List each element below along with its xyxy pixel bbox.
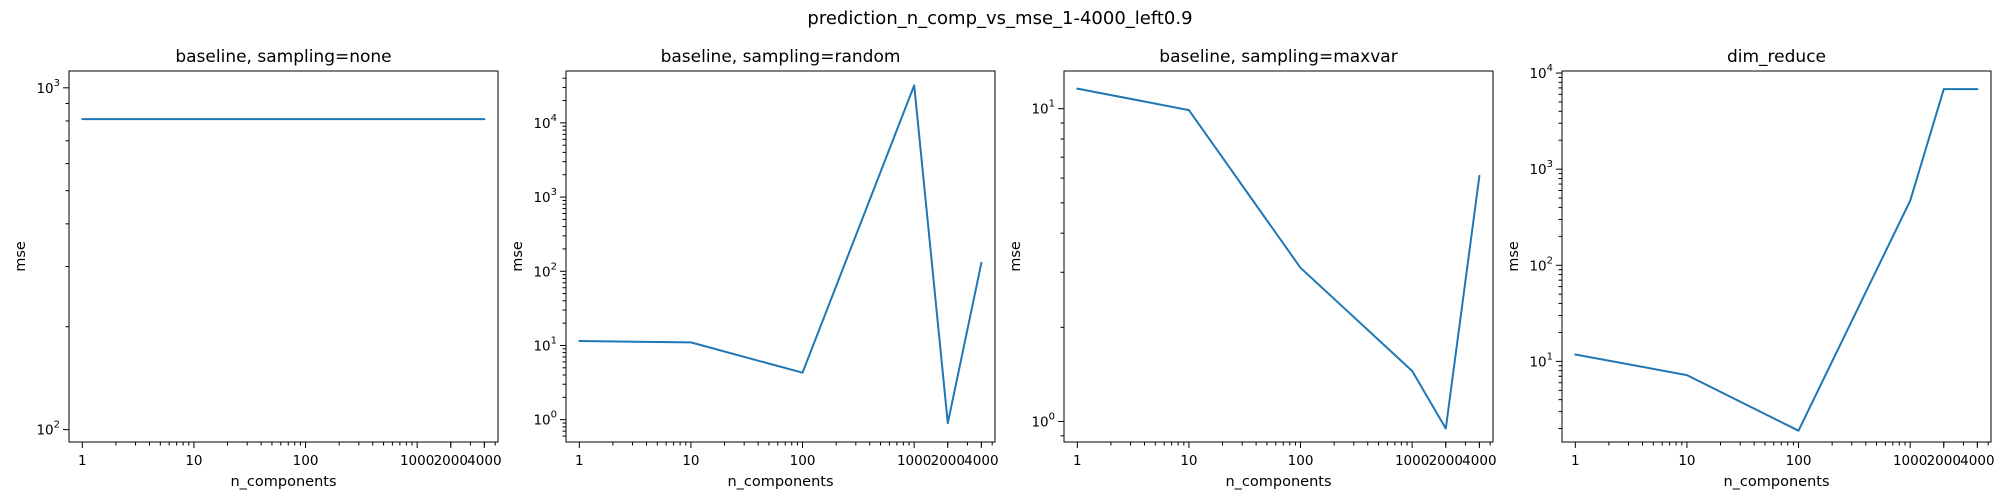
y-axis-label: mse — [1008, 241, 1024, 272]
x-tick-label: 1 — [1073, 453, 1082, 469]
axes-frame — [565, 70, 996, 443]
x-tick-label: 10 — [185, 453, 202, 469]
x-tick-label: 2000 — [434, 453, 468, 469]
y-tick-label: 103 — [1529, 159, 1553, 178]
x-tick-label: 4000 — [467, 453, 501, 469]
y-tick-exponent: 1 — [1049, 99, 1055, 110]
y-tick-label: 104 — [1529, 63, 1553, 82]
x-tick-label: 10 — [1180, 453, 1197, 469]
y-tick-base: 10 — [533, 264, 550, 280]
y-tick-exponent: 0 — [551, 410, 557, 421]
y-tick-label: 100 — [1031, 412, 1055, 431]
x-tick-label: 4000 — [1960, 453, 1994, 469]
y-tick-base: 10 — [533, 338, 550, 354]
y-tick-base: 10 — [533, 116, 550, 132]
x-tick-label: 1 — [575, 453, 584, 469]
y-tick-exponent: 4 — [1547, 63, 1553, 74]
subplot-title: dim_reduce — [1727, 47, 1826, 67]
y-tick-base: 10 — [533, 413, 550, 429]
x-tick-label: 100 — [1288, 453, 1314, 469]
x-axis-label: n_components — [727, 474, 833, 490]
series-line-1 — [578, 84, 983, 425]
y-tick-label: 102 — [36, 420, 60, 439]
y-tick-label: 102 — [533, 261, 557, 280]
y-tick-exponent: 2 — [551, 261, 557, 272]
y-axis-label: mse — [510, 241, 526, 272]
y-tick-base: 10 — [1031, 102, 1048, 118]
y-tick-base: 10 — [533, 190, 550, 206]
y-tick-label: 101 — [1031, 99, 1055, 118]
y-tick-label: 101 — [533, 335, 557, 354]
x-tick-label: 100 — [293, 453, 319, 469]
x-tick-label: 2000 — [1429, 453, 1463, 469]
y-tick-base: 10 — [36, 423, 53, 439]
axes-frame — [1063, 70, 1494, 443]
x-tick-label: 1 — [1571, 453, 1580, 469]
x-tick-label: 1000 — [400, 453, 434, 469]
y-axis-label: mse — [1506, 241, 1522, 272]
y-tick-label: 104 — [533, 113, 557, 132]
y-tick-base: 10 — [1031, 415, 1048, 431]
x-tick-label: 4000 — [1462, 453, 1496, 469]
subplot-title: baseline, sampling=random — [661, 47, 901, 67]
y-tick-exponent: 1 — [551, 335, 557, 346]
subplot-title: baseline, sampling=maxvar — [1159, 47, 1397, 67]
y-tick-label: 101 — [1529, 351, 1553, 370]
y-tick-label: 103 — [533, 187, 557, 206]
subplot-2: baseline, sampling=random n_components mse… — [510, 47, 999, 490]
y-tick-label: 100 — [533, 410, 557, 429]
y-tick-exponent: 3 — [54, 78, 60, 89]
y-tick-exponent: 0 — [1049, 412, 1055, 423]
axes-frame — [68, 70, 499, 443]
x-axis-label: n_components — [1225, 474, 1331, 490]
x-axis-label: n_components — [1723, 474, 1829, 490]
y-axis-label: mse — [13, 241, 29, 272]
y-tick-exponent: 1 — [1547, 351, 1553, 362]
x-tick-label: 100 — [1786, 453, 1812, 469]
x-tick-label: 10 — [682, 453, 699, 469]
axes-frame — [1561, 70, 1992, 443]
subplot-3: baseline, sampling=maxvar n_components mse… — [1008, 47, 1497, 490]
figure-title: prediction_n_comp_vs_mse_1-4000_left0.9 — [807, 8, 1192, 29]
x-tick-label: 1000 — [1893, 453, 1927, 469]
x-tick-label: 100 — [790, 453, 816, 469]
y-tick-base: 10 — [1529, 258, 1546, 274]
x-tick-label: 2000 — [931, 453, 965, 469]
y-tick-exponent: 2 — [54, 420, 60, 431]
y-tick-base: 10 — [1529, 162, 1546, 178]
x-tick-label: 2000 — [1927, 453, 1961, 469]
y-tick-base: 10 — [1529, 66, 1546, 82]
y-tick-base: 10 — [1529, 354, 1546, 370]
y-tick-exponent: 3 — [1547, 159, 1553, 170]
y-tick-exponent: 2 — [1547, 255, 1553, 266]
subplot-title: baseline, sampling=none — [175, 47, 391, 67]
x-axis-label: n_components — [230, 474, 336, 490]
x-tick-label: 1000 — [1395, 453, 1429, 469]
y-tick-exponent: 3 — [551, 187, 557, 198]
series-line-1 — [1574, 88, 1979, 432]
y-tick-exponent: 4 — [551, 113, 557, 124]
x-tick-label: 10 — [1678, 453, 1695, 469]
y-tick-base: 10 — [36, 81, 53, 97]
y-tick-label: 102 — [1529, 255, 1553, 274]
series-line-1 — [1076, 87, 1481, 430]
y-tick-label: 103 — [36, 78, 60, 97]
x-tick-label: 1000 — [897, 453, 931, 469]
x-tick-label: 1 — [78, 453, 87, 469]
subplot-1: baseline, sampling=none n_components mse 1 1… — [13, 47, 502, 490]
x-tick-label: 4000 — [964, 453, 998, 469]
